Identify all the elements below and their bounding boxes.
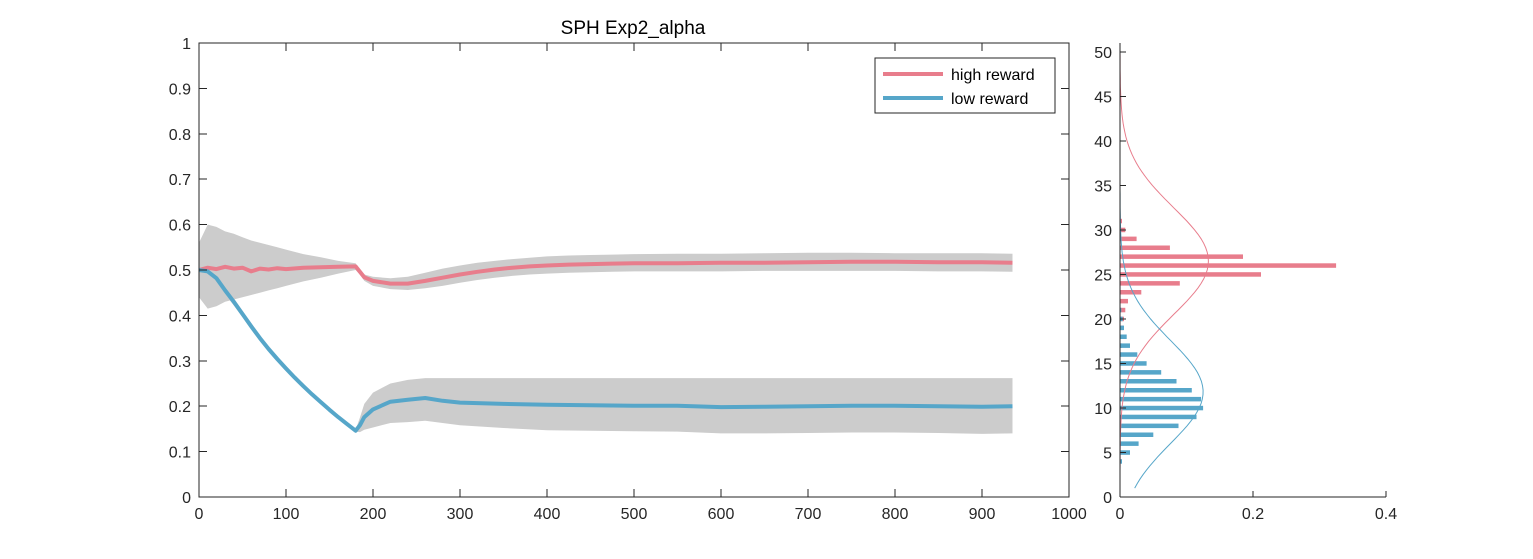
- hist-bar-high-reward: [1120, 236, 1137, 242]
- x-tick-label: 300: [447, 506, 474, 523]
- hist-bar-high-reward: [1120, 272, 1261, 277]
- band-high-reward: [199, 224, 1013, 309]
- y-tick-label: 0.2: [169, 399, 191, 416]
- x-tick-label: 400: [534, 506, 561, 523]
- hist-x-tick-label: 0.4: [1375, 506, 1397, 523]
- line-high-reward: [198, 259, 1013, 286]
- y-tick-label: 0.6: [169, 218, 191, 235]
- y-tick-label: 0.3: [169, 354, 191, 371]
- hist-bar-low-reward: [1120, 307, 1122, 313]
- hist-x-axis: 0 0.2 0.4: [1116, 491, 1397, 523]
- y-tick-label: 0.5: [169, 263, 191, 280]
- hist-bar-low-reward: [1120, 343, 1130, 348]
- hist-bar-low-reward: [1120, 432, 1154, 437]
- x-tick-label: 900: [969, 506, 996, 523]
- x-tick-label: 800: [882, 506, 909, 523]
- hist-y-tick-label: 0: [1103, 490, 1112, 507]
- y-tick-label: 1: [182, 36, 191, 53]
- x-tick-label: 500: [621, 506, 648, 523]
- hist-bar-high-reward: [1120, 218, 1122, 224]
- hist-bar-low-reward: [1120, 388, 1192, 393]
- y-tick-label: 0.1: [169, 445, 191, 462]
- hist-bar-high-reward: [1120, 263, 1337, 268]
- chart-title: SPH Exp2_alpha: [561, 18, 706, 39]
- hist-bar-high-reward: [1120, 254, 1243, 259]
- hist-bar-high-reward: [1120, 290, 1142, 295]
- x-tick-label: 200: [360, 506, 387, 523]
- hist-y-tick-label: 35: [1094, 178, 1112, 195]
- legend-box: [874, 57, 1056, 114]
- confidence-bands: [199, 224, 1013, 434]
- hist-y-tick-label: 5: [1103, 445, 1112, 462]
- hist-bar-high-reward: [1120, 281, 1180, 286]
- hist-bar-low-reward: [1120, 370, 1162, 375]
- hist-y-tick-label: 50: [1094, 45, 1112, 62]
- hist-bar-low-reward: [1120, 414, 1197, 420]
- hist-bar-low-reward: [1120, 441, 1139, 446]
- y-tick-label: 0.8: [169, 127, 191, 144]
- hist-x-tick-label: 0: [1116, 506, 1125, 523]
- y-tick-label: 0.7: [169, 172, 191, 189]
- x-tick-label: 700: [795, 506, 822, 523]
- y-tick-label: 0.4: [169, 308, 191, 325]
- hist-bar-high-reward: [1120, 298, 1128, 304]
- hist-x-tick-label: 0.2: [1242, 506, 1264, 523]
- hist-y-axis: 0 5 10 15 20 25 30 35 40 45 50: [1094, 45, 1126, 507]
- hist-bar-low-reward: [1120, 396, 1202, 402]
- hist-y-tick-label: 15: [1094, 356, 1112, 373]
- legend-label-low-reward: low reward: [951, 91, 1028, 108]
- hist-bar-low-reward: [1120, 379, 1177, 384]
- hist-y-tick-label: 20: [1094, 312, 1112, 329]
- hist-y-tick-label: 10: [1094, 401, 1112, 418]
- hist-y-tick-label: 40: [1094, 134, 1112, 151]
- fit-curve-high-reward: [1119, 51, 1209, 489]
- hist-y-tick-label: 45: [1094, 89, 1112, 106]
- y-tick-label: 0: [182, 490, 191, 507]
- x-tick-label: 100: [273, 506, 300, 523]
- legend-label-high-reward: high reward: [951, 67, 1035, 84]
- y-tick-label: 0.9: [169, 81, 191, 98]
- hist-bar-low-reward: [1120, 459, 1122, 464]
- hist-y-tick-label: 25: [1094, 267, 1112, 284]
- x-tick-label: 0: [195, 506, 204, 523]
- main-y-axis: 0 0.1 0.2 0.3 0.4 0.5 0.6 0.7 0.8 0.9 1: [169, 36, 1069, 507]
- hist-bar-low-reward: [1120, 352, 1138, 357]
- x-tick-label: 600: [708, 506, 735, 523]
- hist-bar-high-reward: [1120, 307, 1126, 313]
- hist-bar-high-reward: [1120, 245, 1170, 250]
- hist-y-tick-label: 30: [1094, 223, 1112, 240]
- legend[interactable]: high reward low reward: [874, 57, 1056, 114]
- main-line-chart: SPH Exp2_alpha 0 100 200 300 400 500 600 700 800…: [169, 18, 1087, 523]
- line-low-reward: [198, 268, 1013, 433]
- hist-bar-low-reward: [1120, 325, 1124, 331]
- hist-bar-low-reward: [1120, 405, 1204, 411]
- hist-bar-low-reward: [1120, 334, 1127, 339]
- hist-bar-low-reward: [1120, 423, 1179, 429]
- main-x-axis: 0 100 200 300 400 500 600 700 800 900 1000: [195, 43, 1087, 523]
- histogram-bars: [1120, 218, 1337, 464]
- side-histogram: 0 0.2 0.4 0 5 10 15 20 25 30 35 40 45 50: [1094, 43, 1397, 523]
- x-tick-label: 1000: [1051, 506, 1087, 523]
- hist-bar-low-reward: [1120, 361, 1147, 366]
- band-low-reward: [199, 265, 1013, 434]
- series-lines: [198, 259, 1013, 433]
